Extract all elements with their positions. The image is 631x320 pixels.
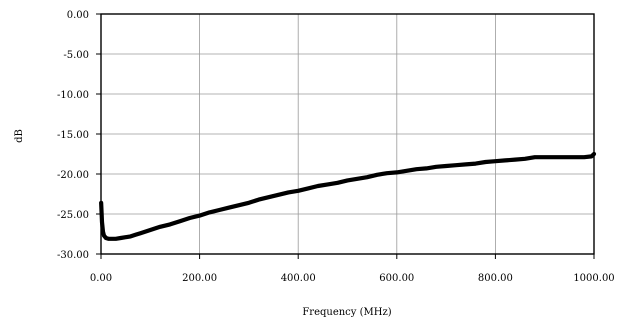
x-tick-label-5: 1000.00 — [573, 273, 614, 284]
y-tick-label-6: -30.00 — [57, 250, 89, 261]
y-axis-label: dB — [14, 129, 25, 143]
x-tick-label-0: 0.00 — [90, 273, 112, 284]
y-tick-label-3: -15.00 — [57, 130, 89, 141]
y-tick-label-4: -20.00 — [57, 170, 89, 181]
gridlines — [100, 13, 595, 255]
x-tick-label-1: 200.00 — [182, 273, 217, 284]
y-axis-ticks: 0.00 -5.00 -10.00 -15.00 -20.00 -25.00 -30.00 — [57, 10, 101, 261]
x-tick-label-3: 600.00 — [379, 273, 414, 284]
y-tick-label-2: -10.00 — [57, 90, 89, 101]
y-tick-label-0: 0.00 — [67, 10, 89, 21]
x-axis-ticks: 0.00 200.00 400.00 600.00 800.00 1000.00 — [90, 254, 615, 284]
y-tick-label-1: -5.00 — [63, 50, 89, 61]
x-axis-label: Frequency (MHz) — [302, 307, 391, 318]
y-tick-label-5: -25.00 — [57, 210, 89, 221]
x-tick-label-2: 400.00 — [281, 273, 316, 284]
series-line — [99, 151, 597, 241]
x-tick-label-4: 800.00 — [478, 273, 513, 284]
